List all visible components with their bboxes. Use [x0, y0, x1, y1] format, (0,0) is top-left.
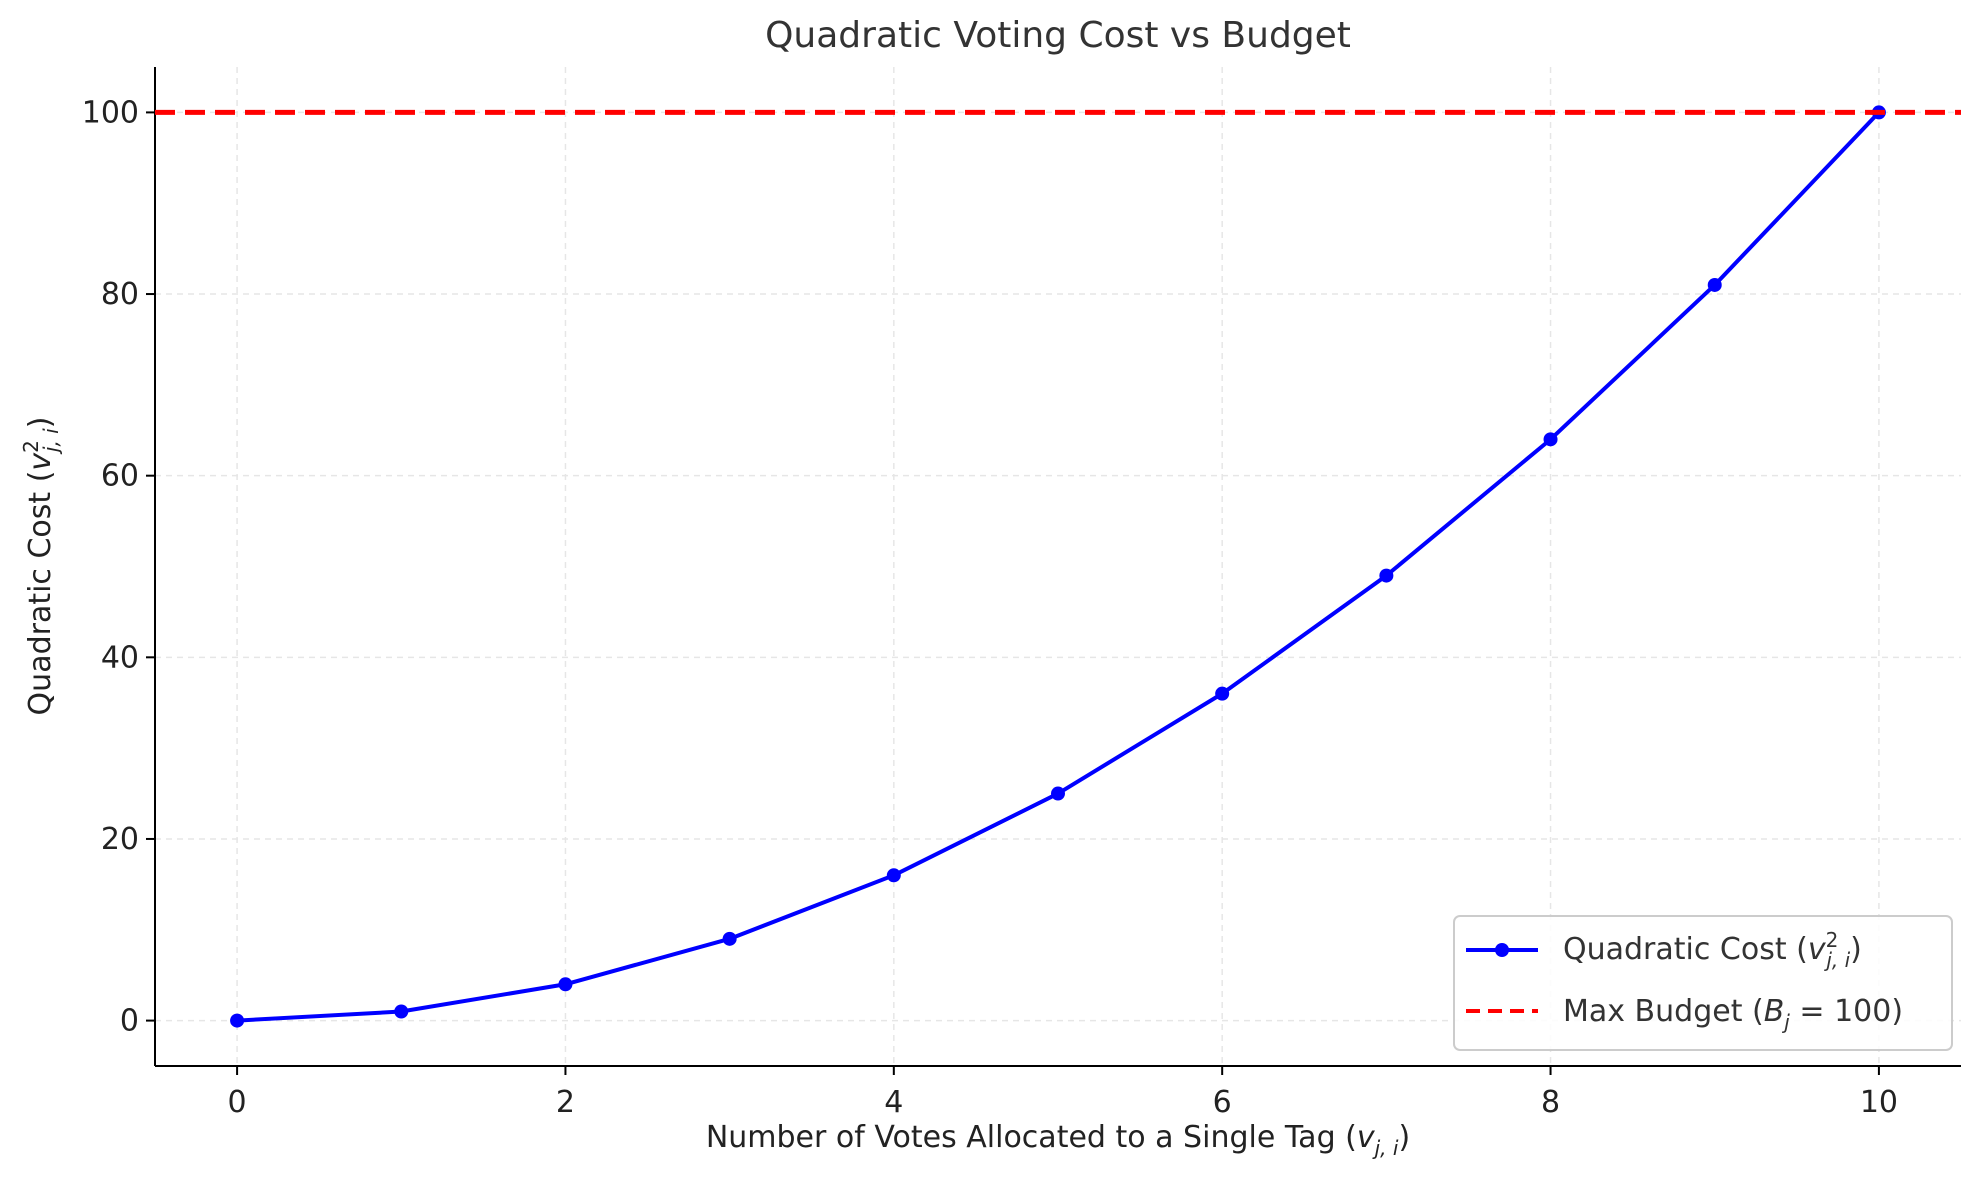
quadratic-cost-point	[1707, 277, 1722, 292]
x-axis-label-text: Number of Votes Allocated to a Single Ta…	[706, 1120, 1357, 1155]
legend-box	[1453, 915, 1953, 1051]
x-axis-label: Number of Votes Allocated to a Single Ta…	[706, 1120, 1410, 1160]
y-tick-label: 100	[82, 95, 139, 130]
y-axis-label-text: Quadratic Cost (	[23, 471, 58, 716]
y-axis-label: Quadratic Cost (v2j, i)	[19, 417, 63, 716]
x-axis-label-sub: j, i	[1372, 1136, 1399, 1160]
x-tick-label: 10	[1860, 1085, 1898, 1120]
axes	[154, 67, 1961, 1067]
chart-title: Quadratic Voting Cost vs Budget	[765, 15, 1351, 56]
quadratic-cost-point	[558, 977, 573, 992]
quadratic-cost-point	[1051, 786, 1065, 801]
y-axis-label-var: v	[23, 452, 58, 471]
y-axis-label-close: )	[23, 417, 58, 429]
legend: Quadratic Cost (v2 j, i) Max Budget (Bj =…	[1453, 915, 1953, 1051]
quadratic-cost-point	[1543, 432, 1558, 447]
x-tick-label: 4	[884, 1085, 903, 1120]
x-tick-label: 0	[228, 1085, 247, 1120]
quadratic-cost-point	[230, 1013, 245, 1028]
y-tick-label: 60	[101, 459, 139, 494]
legend-label-quadratic: Quadratic Cost (v2 j, i)	[1563, 928, 1862, 972]
y-tick-label: 80	[101, 277, 139, 312]
x-axis-label-close: )	[1398, 1120, 1410, 1155]
quadratic-cost-point	[1379, 568, 1394, 583]
grid	[155, 67, 1961, 1066]
y-tick-label: 20	[101, 822, 139, 857]
x-tick-label: 8	[1541, 1085, 1560, 1120]
legend-label-budget: Max Budget (Bj = 100)	[1563, 994, 1903, 1034]
y-tick-label: 0	[120, 1004, 139, 1039]
y-tick-label: 40	[101, 640, 139, 675]
quadratic-cost-point	[1215, 686, 1230, 701]
quadratic-cost-line	[236, 111, 1881, 1023]
y-axis-label-sup: 2	[19, 440, 43, 453]
x-tick-label: 2	[556, 1085, 575, 1120]
quadratic-cost-point	[722, 931, 737, 946]
series	[155, 105, 1961, 1028]
x-axis-label-var: v	[1357, 1120, 1376, 1155]
x-tick-label: 6	[1213, 1085, 1232, 1120]
legend-marker-quadratic	[1495, 943, 1509, 957]
y-axis-label-sub: j, i	[39, 428, 63, 455]
quadratic-cost-point	[394, 1004, 409, 1019]
quadratic-cost-point	[886, 868, 901, 883]
